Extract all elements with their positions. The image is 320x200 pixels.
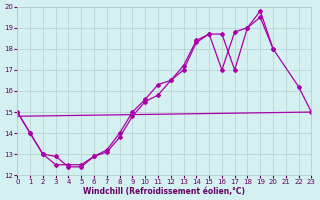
X-axis label: Windchill (Refroidissement éolien,°C): Windchill (Refroidissement éolien,°C) (84, 187, 245, 196)
